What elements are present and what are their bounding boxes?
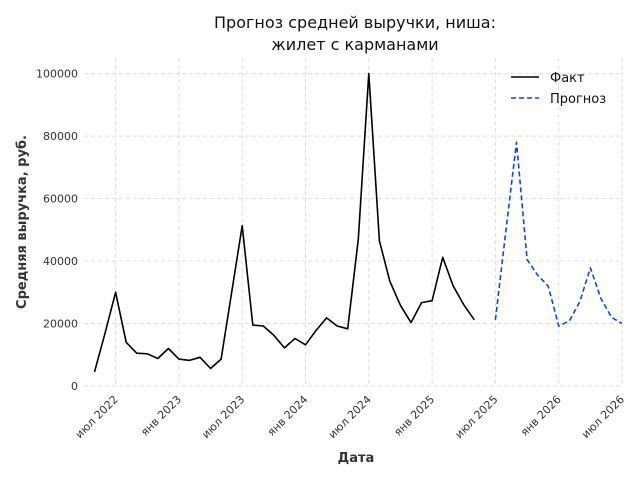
y-tick-label: 0	[71, 380, 78, 393]
y-tick-label: 20000	[43, 318, 78, 331]
y-tick-label: 100000	[36, 68, 78, 81]
x-tick-label: июл 2022	[73, 393, 121, 441]
legend-label-actual: Факт	[550, 71, 585, 86]
x-tick-label: июл 2025	[452, 393, 500, 441]
x-tick-label: июл 2023	[199, 393, 247, 441]
x-tick-label: июл 2024	[326, 393, 374, 441]
series-line-forecast	[494, 141, 623, 327]
y-tick-label: 80000	[43, 130, 78, 143]
y-tick-labels: 0 20000 40000 60000 80000 100000	[36, 68, 78, 393]
legend-label-forecast: Прогноз	[550, 92, 606, 107]
x-tick-label: янв 2026	[518, 393, 564, 439]
y-tick-label: 40000	[43, 255, 78, 268]
series-layer	[93, 72, 623, 373]
x-tick-label: янв 2023	[138, 393, 184, 439]
x-axis-label: Дата	[338, 451, 375, 466]
x-tick-labels: июл 2022 янв 2023 июл 2023 янв 2024 июл 2024…	[73, 393, 627, 441]
series-line-actual	[93, 72, 475, 373]
y-axis-label: Средняя выручка, руб.	[15, 135, 30, 309]
legend: Факт Прогноз	[511, 71, 606, 107]
x-tick-label: июл 2026	[579, 393, 627, 441]
grid	[84, 58, 623, 387]
chart-title-line-2: жилет с карманами	[271, 35, 438, 54]
y-tick-label: 60000	[43, 193, 78, 206]
chart-title-line-1: Прогноз средней выручки, ниша:	[214, 13, 496, 32]
x-tick-label: янв 2025	[391, 393, 437, 439]
x-tick-label: янв 2024	[265, 393, 311, 439]
